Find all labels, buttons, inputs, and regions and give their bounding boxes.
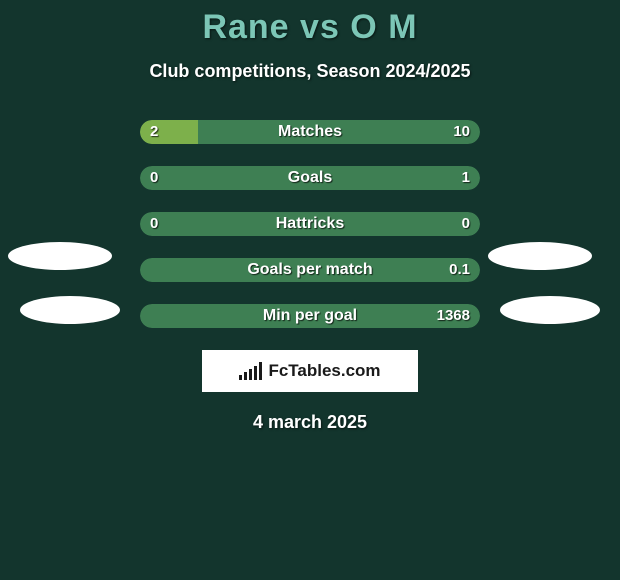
date-label: 4 march 2025 [0,412,620,433]
attribution-text: FcTables.com [268,361,380,381]
stat-label: Min per goal [140,304,480,328]
attribution-bar-segment [259,362,262,380]
stat-row: Goals per match0.1 [140,258,480,282]
stat-row: Min per goal1368 [140,304,480,328]
player-avatar-right-2 [500,296,600,324]
stat-value-right: 1368 [437,304,470,328]
page-title: Rane vs O M [0,0,620,47]
attribution-badge: FcTables.com [202,350,418,392]
player-avatar-left-2 [20,296,120,324]
stat-row: Matches2 10 [140,120,480,144]
stat-row: Hattricks0 0 [140,212,480,236]
stat-label: Matches [140,120,480,144]
stat-label: Goals [140,166,480,190]
compare-area: Matches210Goals01Hattricks00Goals per ma… [0,120,620,328]
attribution-bar-segment [249,369,252,380]
stat-label: Hattricks [140,212,480,236]
stat-value-left: 2 [150,120,158,144]
attribution-bar-segment [239,375,242,380]
attribution-bar-segment [254,366,257,380]
attribution-bar-segment [244,372,247,380]
stat-rows: Matches210Goals01Hattricks00Goals per ma… [140,120,480,328]
stat-value-right: 10 [453,120,470,144]
stat-value-right: 0 [462,212,470,236]
stat-value-right: 0.1 [449,258,470,282]
page-subtitle: Club competitions, Season 2024/2025 [0,61,620,82]
stat-value-right: 1 [462,166,470,190]
attribution-bars-icon [239,362,262,380]
stat-value-left: 0 [150,212,158,236]
player-avatar-left-1 [8,242,112,270]
player-avatar-right-1 [488,242,592,270]
stat-label: Goals per match [140,258,480,282]
stat-value-left: 0 [150,166,158,190]
comparison-infographic: Rane vs O M Club competitions, Season 20… [0,0,620,580]
stat-row: Goals0 1 [140,166,480,190]
